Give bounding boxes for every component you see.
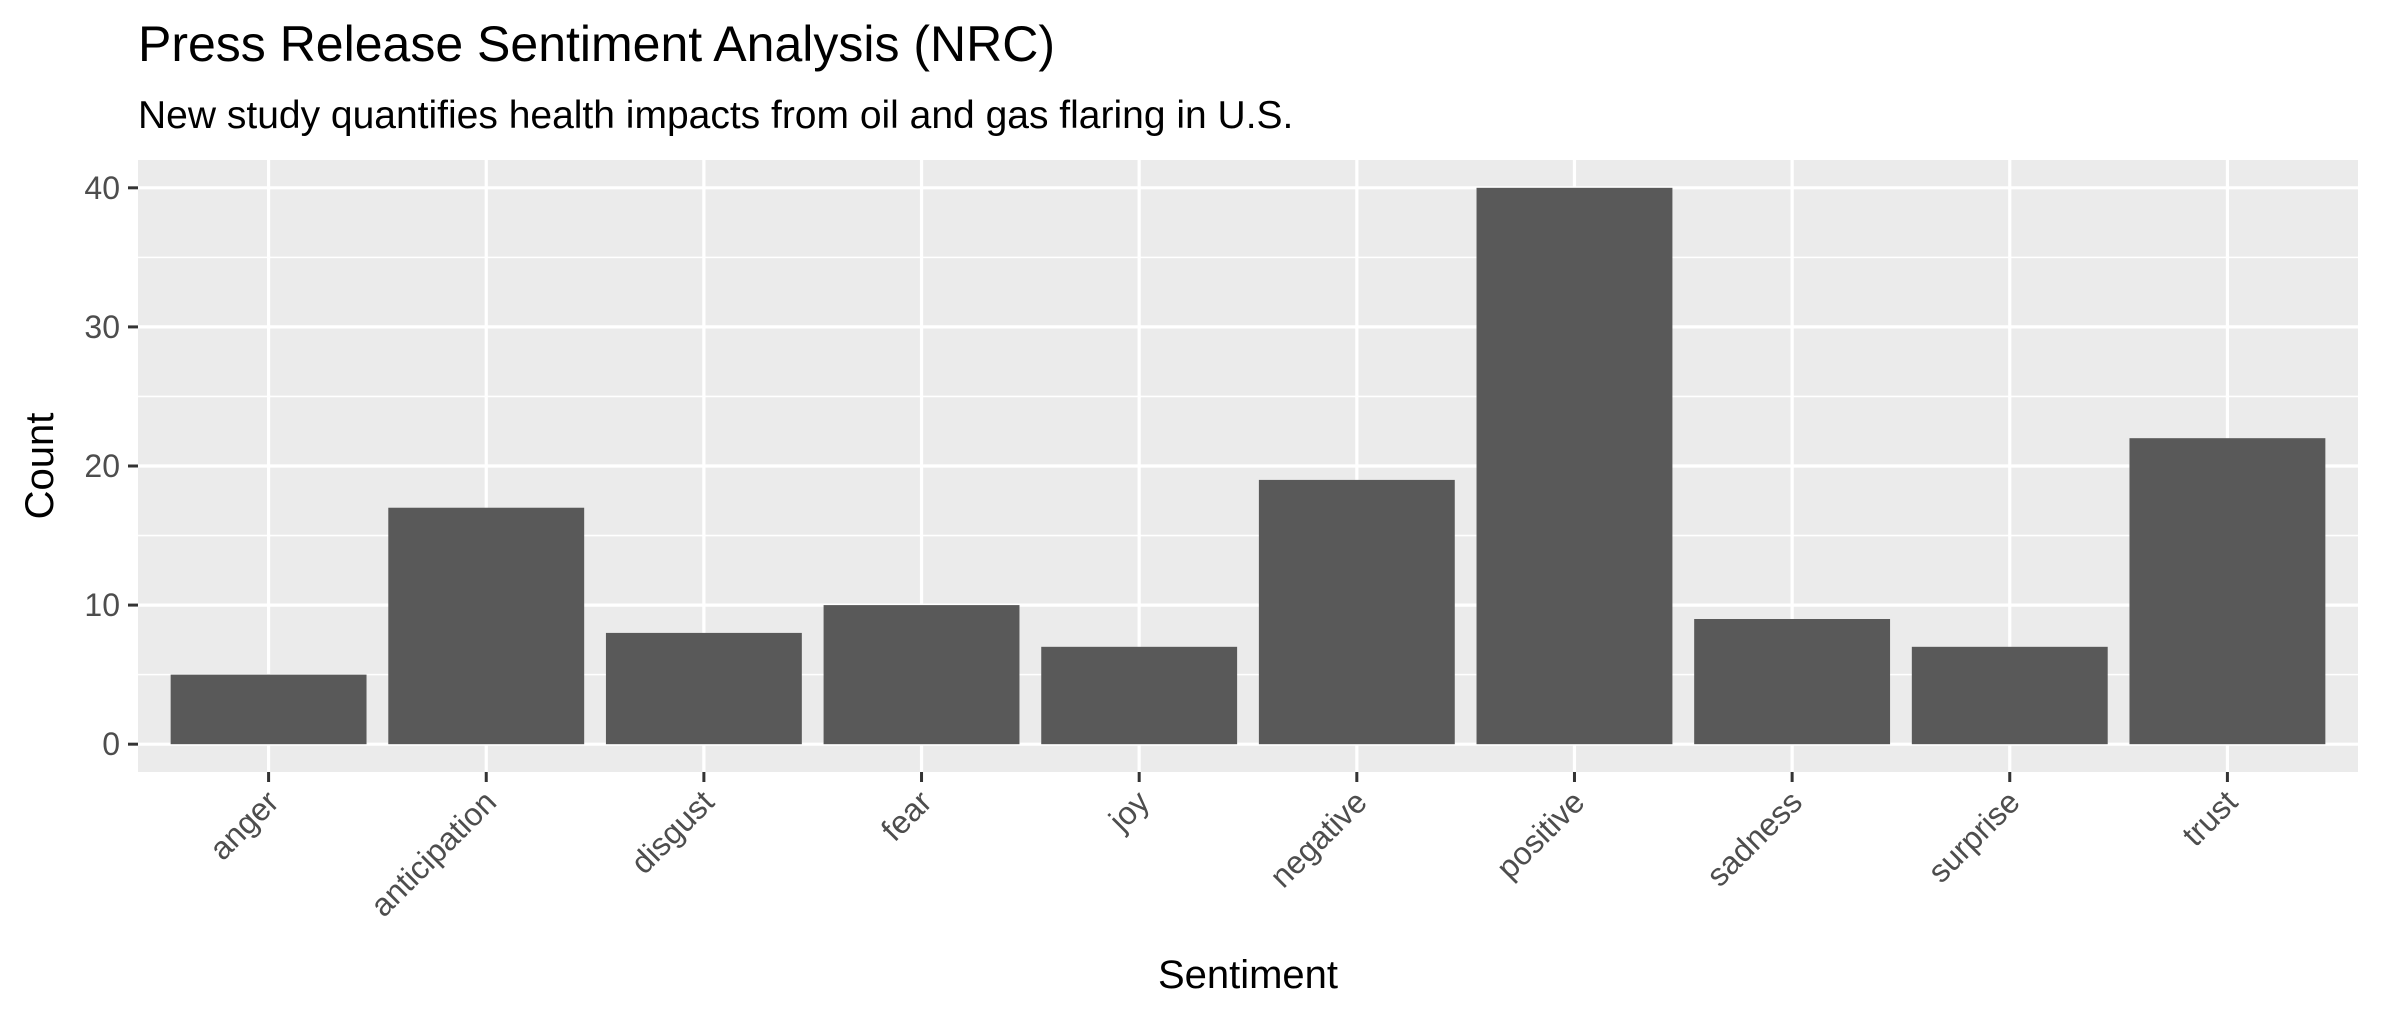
bar-surprise	[1911, 646, 2108, 745]
y-axis-title: Count	[18, 413, 62, 520]
bar-disgust	[605, 632, 802, 745]
bar-positive	[1476, 187, 1673, 745]
chart-title: Press Release Sentiment Analysis (NRC)	[138, 16, 1055, 72]
bar-sadness	[1694, 619, 1891, 745]
y-tick-label: 20	[84, 448, 120, 484]
x-tick-label-joy: joy	[1101, 783, 1156, 838]
x-tick-label-negative: negative	[1263, 783, 1374, 894]
chart-subtitle: New study quantifies health impacts from…	[138, 94, 1293, 137]
x-tick-label-sadness: sadness	[1699, 783, 1809, 893]
x-tick-label-trust: trust	[2175, 783, 2245, 853]
x-tick-label-surprise: surprise	[1921, 783, 2027, 889]
x-tick-label-positive: positive	[1489, 783, 1591, 885]
x-tick-label-anger: anger	[202, 783, 286, 867]
y-tick-label: 10	[84, 587, 120, 623]
y-axis: 0 10 20 30 40	[84, 170, 138, 762]
bar-anticipation	[388, 507, 585, 745]
bars	[170, 187, 2326, 745]
bar-anger	[170, 674, 367, 745]
y-tick-label: 0	[102, 726, 120, 762]
bar-joy	[1041, 646, 1238, 745]
x-tick-label-fear: fear	[874, 783, 939, 848]
x-tick-label-anticipation: anticipation	[363, 783, 503, 923]
bar-trust	[2129, 438, 2326, 745]
y-tick-label: 30	[84, 309, 120, 345]
x-tick-label-disgust: disgust	[624, 783, 721, 880]
bar-fear	[823, 605, 1020, 745]
bar-negative	[1258, 479, 1455, 745]
y-tick-label: 40	[84, 170, 120, 206]
x-axis: anger anticipation disgust fear joy negative p…	[202, 772, 2244, 923]
x-axis-title: Sentiment	[1158, 953, 1338, 997]
